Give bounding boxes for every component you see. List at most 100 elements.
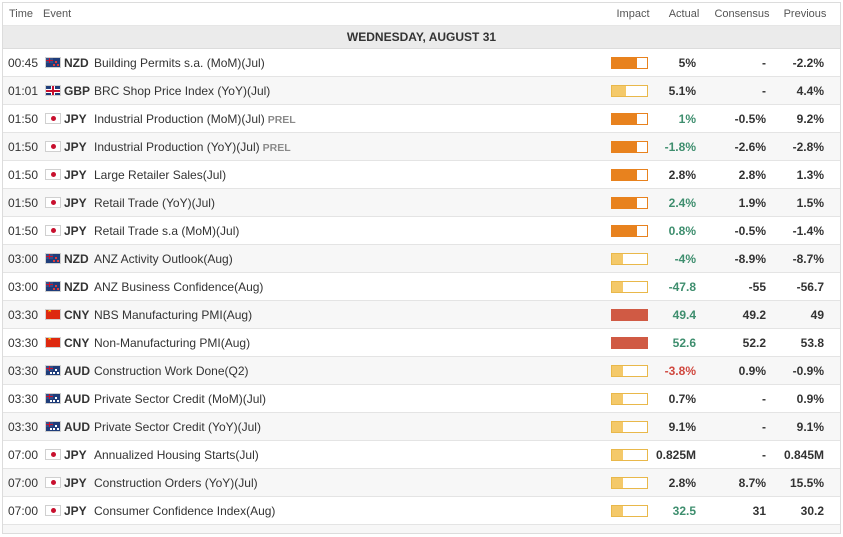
event-name[interactable]: Large Retailer Sales(Jul) [94, 168, 601, 182]
event-row[interactable]: 01:50 JPY Industrial Production (YoY)(Jul)… [3, 133, 840, 161]
event-time: 01:50 [8, 139, 39, 154]
event-name[interactable]: NBS Manufacturing PMI(Aug) [94, 308, 601, 322]
event-name[interactable]: Industrial Production (MoM)(Jul) PREL [94, 112, 601, 126]
impact-indicator [601, 252, 651, 265]
header-impact[interactable]: Impact [616, 8, 650, 20]
actual-value: 0.825M [655, 447, 696, 462]
actual-value: 5.1% [668, 83, 696, 98]
event-row[interactable]: 03:30 CNY NBS Manufacturing PMI(Aug) 49.4 49… [3, 301, 840, 329]
event-row[interactable]: 03:30 CNY Non-Manufacturing PMI(Aug) 52.6 52… [3, 329, 840, 357]
actual-value: -5.4% [651, 532, 698, 534]
event-name[interactable]: Consumer Confidence Index(Aug) [94, 504, 601, 518]
preliminary-badge: PREL [262, 141, 291, 154]
event-currency: JPY [64, 475, 87, 490]
previous-value: -1.4% [792, 223, 824, 238]
event-row[interactable]: 00:45 NZD Building Permits s.a. (MoM)(Jul)… [3, 49, 840, 77]
event-currency: JPY [64, 503, 87, 518]
header-previous[interactable]: Previous [783, 8, 827, 20]
event-row[interactable]: 07:00 JPYHousing Starts (YoY)(Jul) -5.4%-4… [3, 525, 840, 534]
event-name[interactable]: Construction Orders (YoY)(Jul) [94, 476, 601, 490]
event-name[interactable]: Construction Work Done(Q2) [94, 364, 601, 378]
event-row[interactable]: 03:00 NZD ANZ Business Confidence(Aug) -47.… [3, 273, 840, 301]
jpy-flag-icon [45, 225, 61, 236]
event-row[interactable]: 01:50 JPY Industrial Production (MoM)(Jul)… [3, 105, 840, 133]
previous-value: -2.2% [766, 532, 840, 534]
impact-bar [611, 140, 648, 153]
impact-bar-fill [612, 365, 623, 376]
impact-indicator [601, 140, 651, 153]
event-row[interactable]: 07:00 JPY Construction Orders (YoY)(Jul) 2.… [3, 469, 840, 497]
event-time: 03:30 [8, 363, 39, 378]
event-currency: CNY [64, 307, 90, 322]
impact-indicator [601, 112, 651, 125]
event-name[interactable]: Private Sector Credit (MoM)(Jul) [94, 392, 601, 406]
actual-value: -4% [674, 251, 696, 266]
previous-value: 53.8 [800, 335, 824, 350]
event-name[interactable]: Building Permits s.a. (MoM)(Jul) [94, 56, 601, 70]
event-name[interactable]: ANZ Activity Outlook(Aug) [94, 252, 601, 266]
event-name[interactable]: Private Sector Credit (YoY)(Jul) [94, 420, 601, 434]
event-row[interactable]: 03:30 AUD Private Sector Credit (MoM)(Jul)… [3, 385, 840, 413]
event-row[interactable]: 01:50 JPY Large Retailer Sales(Jul) 2.8% 2.8… [3, 161, 840, 189]
consensus-value: -0.5% [734, 223, 766, 238]
actual-value: 49.4 [672, 307, 696, 322]
actual-value: 2.8% [668, 167, 696, 182]
consensus-value: 49.2 [742, 307, 766, 322]
event-time: 00:45 [8, 55, 39, 70]
jpy-flag-icon [45, 449, 61, 460]
impact-bar-fill [612, 309, 647, 320]
impact-indicator [601, 392, 651, 405]
impact-bar-fill [612, 57, 637, 68]
header-time[interactable]: Time [9, 8, 34, 20]
header-event[interactable]: Event [43, 8, 72, 20]
event-name[interactable]: Retail Trade (YoY)(Jul) [94, 196, 601, 210]
event-row[interactable]: 01:50 JPY Retail Trade (YoY)(Jul) 2.4% 1.9% 1… [3, 189, 840, 217]
header-consensus[interactable]: Consensus [714, 8, 770, 20]
jpy-flag-icon [45, 505, 61, 516]
event-row[interactable]: 07:00 JPY Annualized Housing Starts(Jul) 0.… [3, 441, 840, 469]
consensus-value: 52.2 [742, 335, 766, 350]
event-name[interactable]: Industrial Production (YoY)(Jul) PREL [94, 140, 601, 154]
gbp-flag-icon [45, 85, 61, 96]
event-name-text: Housing Starts (YoY)(Jul) [94, 532, 229, 534]
event-name[interactable]: Annualized Housing Starts(Jul) [94, 448, 601, 462]
actual-value: -3.8% [664, 363, 696, 378]
previous-value: -0.9% [792, 363, 824, 378]
actual-value: -47.8 [668, 279, 696, 294]
consensus-value: - [762, 391, 766, 406]
event-row[interactable]: 03:30 AUD Private Sector Credit (YoY)(Jul)… [3, 413, 840, 441]
actual-value: 52.6 [672, 335, 696, 350]
impact-bar [611, 420, 648, 433]
event-currency: JPY [64, 111, 87, 126]
actual-value: 5% [678, 55, 696, 70]
event-time: 01:50 [8, 167, 39, 182]
event-name[interactable]: ANZ Business Confidence(Aug) [94, 280, 601, 294]
event-row[interactable]: 03:30 AUD Construction Work Done(Q2) -3.8% 0… [3, 357, 840, 385]
event-time: 03:00 [8, 279, 39, 294]
event-name-text: ANZ Activity Outlook(Aug) [94, 251, 233, 266]
event-row[interactable]: 07:00 JPY Consumer Confidence Index(Aug) 32… [3, 497, 840, 525]
consensus-value: 8.7% [738, 475, 766, 490]
event-row[interactable]: 03:00 NZD ANZ Activity Outlook(Aug) -4% -8.9… [3, 245, 840, 273]
event-currency: AUD [64, 363, 90, 378]
header-actual[interactable]: Actual [668, 8, 700, 20]
impact-indicator [601, 532, 651, 533]
impact-indicator [601, 420, 651, 433]
impact-bar-fill [612, 197, 637, 208]
event-time: 01:50 [8, 111, 39, 126]
impact-indicator [601, 364, 651, 377]
event-row[interactable]: 01:50 JPY Retail Trade s.a (MoM)(Jul) 0.8% -… [3, 217, 840, 245]
event-row[interactable]: 01:01 GBP BRC Shop Price Index (YoY)(Jul) 5… [3, 77, 840, 105]
preliminary-badge: PREL [267, 113, 296, 126]
event-name[interactable]: Non-Manufacturing PMI(Aug) [94, 336, 601, 350]
actual-value: 0.8% [668, 223, 696, 238]
previous-value: 0.845M [783, 447, 824, 462]
nzd-flag-icon [45, 253, 61, 264]
previous-value: 49 [810, 307, 824, 322]
event-name[interactable]: Retail Trade s.a (MoM)(Jul) [94, 224, 601, 238]
event-name[interactable]: Housing Starts (YoY)(Jul) [94, 532, 601, 534]
event-currency: AUD [64, 419, 90, 434]
event-name-text: BRC Shop Price Index (YoY)(Jul) [94, 83, 271, 98]
impact-bar-fill [612, 253, 623, 264]
event-name[interactable]: BRC Shop Price Index (YoY)(Jul) [94, 84, 601, 98]
